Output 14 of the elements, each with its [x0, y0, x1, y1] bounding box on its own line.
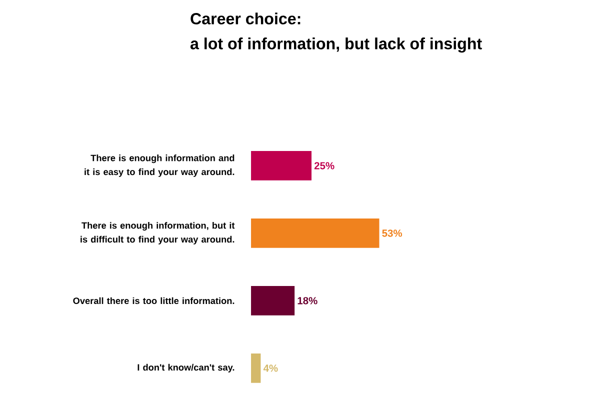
data-label: 25%: [314, 162, 334, 170]
y-tick-label: There is enough information, but it is difficult to find your way around.: [80, 222, 235, 244]
bar: [251, 218, 380, 248]
y-tick-label: I don't know/can't say.: [138, 364, 234, 372]
data-label: 18%: [298, 296, 318, 304]
y-tick-label: Overall there is too little information.: [73, 297, 234, 304]
bar: [251, 353, 261, 383]
bar: [251, 286, 295, 316]
data-label: 53%: [382, 229, 402, 237]
bar: [251, 150, 312, 180]
chart-title: Career choice:: [190, 12, 300, 24]
data-label: 4%: [263, 364, 278, 372]
chart-subtitle: a lot of information, but lack of insight: [190, 37, 482, 52]
y-tick-label: There is enough information and it is easy to find your way around.: [84, 154, 234, 177]
